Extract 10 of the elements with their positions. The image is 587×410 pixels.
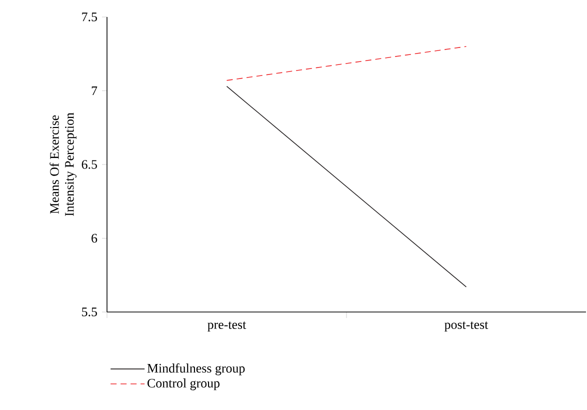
- legend-label: Mindfulness group: [147, 363, 245, 376]
- y-tick-label: 6: [92, 234, 98, 243]
- y-tick-label: 7: [92, 86, 98, 95]
- y-axis-title: Means Of Exercise Intensity Perception: [50, 112, 76, 216]
- x-tick-label: post-test: [444, 322, 488, 332]
- y-tick-label: 7.5: [82, 12, 97, 22]
- y-tick-label: 6.5: [82, 160, 97, 169]
- y-tick-label: 5.5: [82, 308, 97, 316]
- x-tick-label: pre-test: [208, 322, 246, 332]
- legend-label: Control group: [148, 378, 220, 390]
